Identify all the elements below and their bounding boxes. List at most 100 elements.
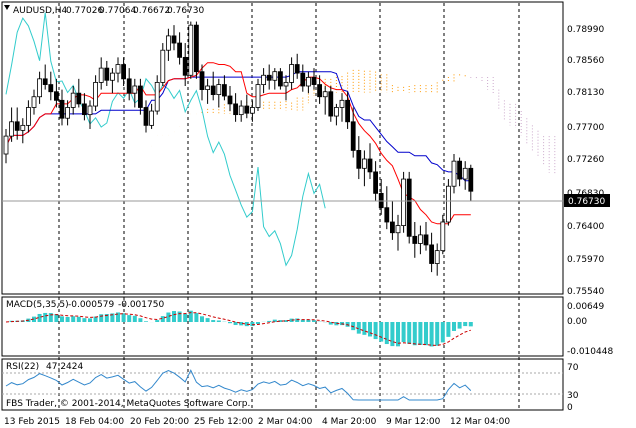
macd-bar [104,314,109,322]
macd-bar [127,315,132,322]
price-tick: 0.78560 [567,56,604,66]
macd-bar [172,311,176,322]
candle [205,78,211,104]
open-price: 0.77026 [66,6,103,16]
candle [283,75,289,101]
candle [261,68,267,94]
candle [165,28,171,61]
macd-bar [362,322,367,335]
macd-bar [188,310,193,322]
macd-bar [71,316,76,322]
macd-bar [356,322,361,334]
candle [233,93,239,122]
candle [31,89,37,115]
time-tick: 9 Mar 12:00 [386,417,441,427]
candle [339,93,345,122]
candle [255,78,261,112]
macd-bar [233,322,238,326]
rsi-tick: 70 [567,363,579,373]
time-tick: 12 Mar 04:00 [450,417,510,427]
candle [249,100,255,122]
macd-bar [160,316,165,322]
rsi-pane[interactable]: RSI(22) 47.2424 70 30 0 FBS Trader, © 20… [2,362,579,413]
time-tick: 2 Mar 04:00 [258,417,313,427]
candle [76,78,82,108]
macd-bar [37,313,42,322]
candle [193,21,199,79]
macd-bar [205,318,210,322]
candle [54,78,59,108]
candle [171,25,177,51]
candle [434,243,440,276]
macd-value: -0.000579 [68,300,114,310]
macd-bar [351,322,356,331]
macd-bar [244,322,249,327]
macd-bar [452,322,456,331]
macd-bar [272,319,277,322]
candle [333,103,339,126]
macd-bar [418,322,423,345]
macd-bar [435,322,440,346]
macd-signal-value: -0.001750 [118,300,164,310]
macd-bar [194,313,199,322]
macd-bar [463,322,468,327]
macd-bar [32,316,36,322]
candle [451,154,457,194]
candle [87,100,93,129]
candle [216,78,222,108]
macd-bar [99,314,104,322]
candle [3,128,9,164]
time-tick: 4 Mar 20:00 [322,417,377,427]
candle [227,86,233,112]
candle [199,64,205,101]
candle [104,60,110,86]
candle [188,21,194,79]
macd-pane[interactable]: MACD(5,35,5) -0.000579 -0.001750 0.00649… [5,300,613,357]
time-tick: 18 Feb 04:00 [65,417,124,427]
macd-bar [82,318,87,322]
candle [356,136,362,180]
macd-bar [54,314,59,322]
candle [401,171,407,233]
time-axis[interactable]: 13 Feb 2015 18 Feb 04:00 20 Feb 20:00 25… [4,417,510,427]
candle [98,57,104,90]
price-pane[interactable] [2,12,563,276]
price-tick: 0.78990 [567,25,604,35]
macd-bar [457,322,462,329]
macd-bar [424,322,428,346]
candle [37,71,42,104]
macd-label: MACD(5,35,5) [6,300,69,310]
price-axis[interactable]: 0.78990 0.78560 0.78130 0.77700 0.77260 … [564,25,610,297]
macd-bar [65,316,70,322]
current-price-label: 0.76730 [568,197,605,207]
candle [305,71,311,94]
macd-bar [407,322,412,344]
chevron-down-icon[interactable] [4,5,10,10]
macd-bar [60,316,64,322]
macd-bar [368,322,372,337]
macd-bar [155,320,160,322]
macd-bar [110,313,115,322]
macd-tick: -0.010448 [567,347,613,357]
candle [300,64,306,92]
close-price: 0.76730 [167,6,204,16]
price-tick: 0.76400 [567,222,604,232]
price-tick: 0.77700 [567,123,604,133]
candle [406,171,412,244]
candle [317,75,323,104]
rsi-label: RSI(22) [6,362,39,372]
macd-bar [132,315,137,322]
macd-bar [401,322,406,343]
price-tick: 0.78130 [567,88,604,98]
macd-signal-line [5,312,471,346]
macd-tick: 0.00649 [567,302,604,312]
candle [322,86,328,115]
current-price-marker [564,194,610,207]
candlestick-series [3,21,474,276]
candle [289,57,295,90]
macd-bar [295,318,300,322]
candle [48,71,54,101]
candle [93,75,98,112]
candle [115,57,121,83]
